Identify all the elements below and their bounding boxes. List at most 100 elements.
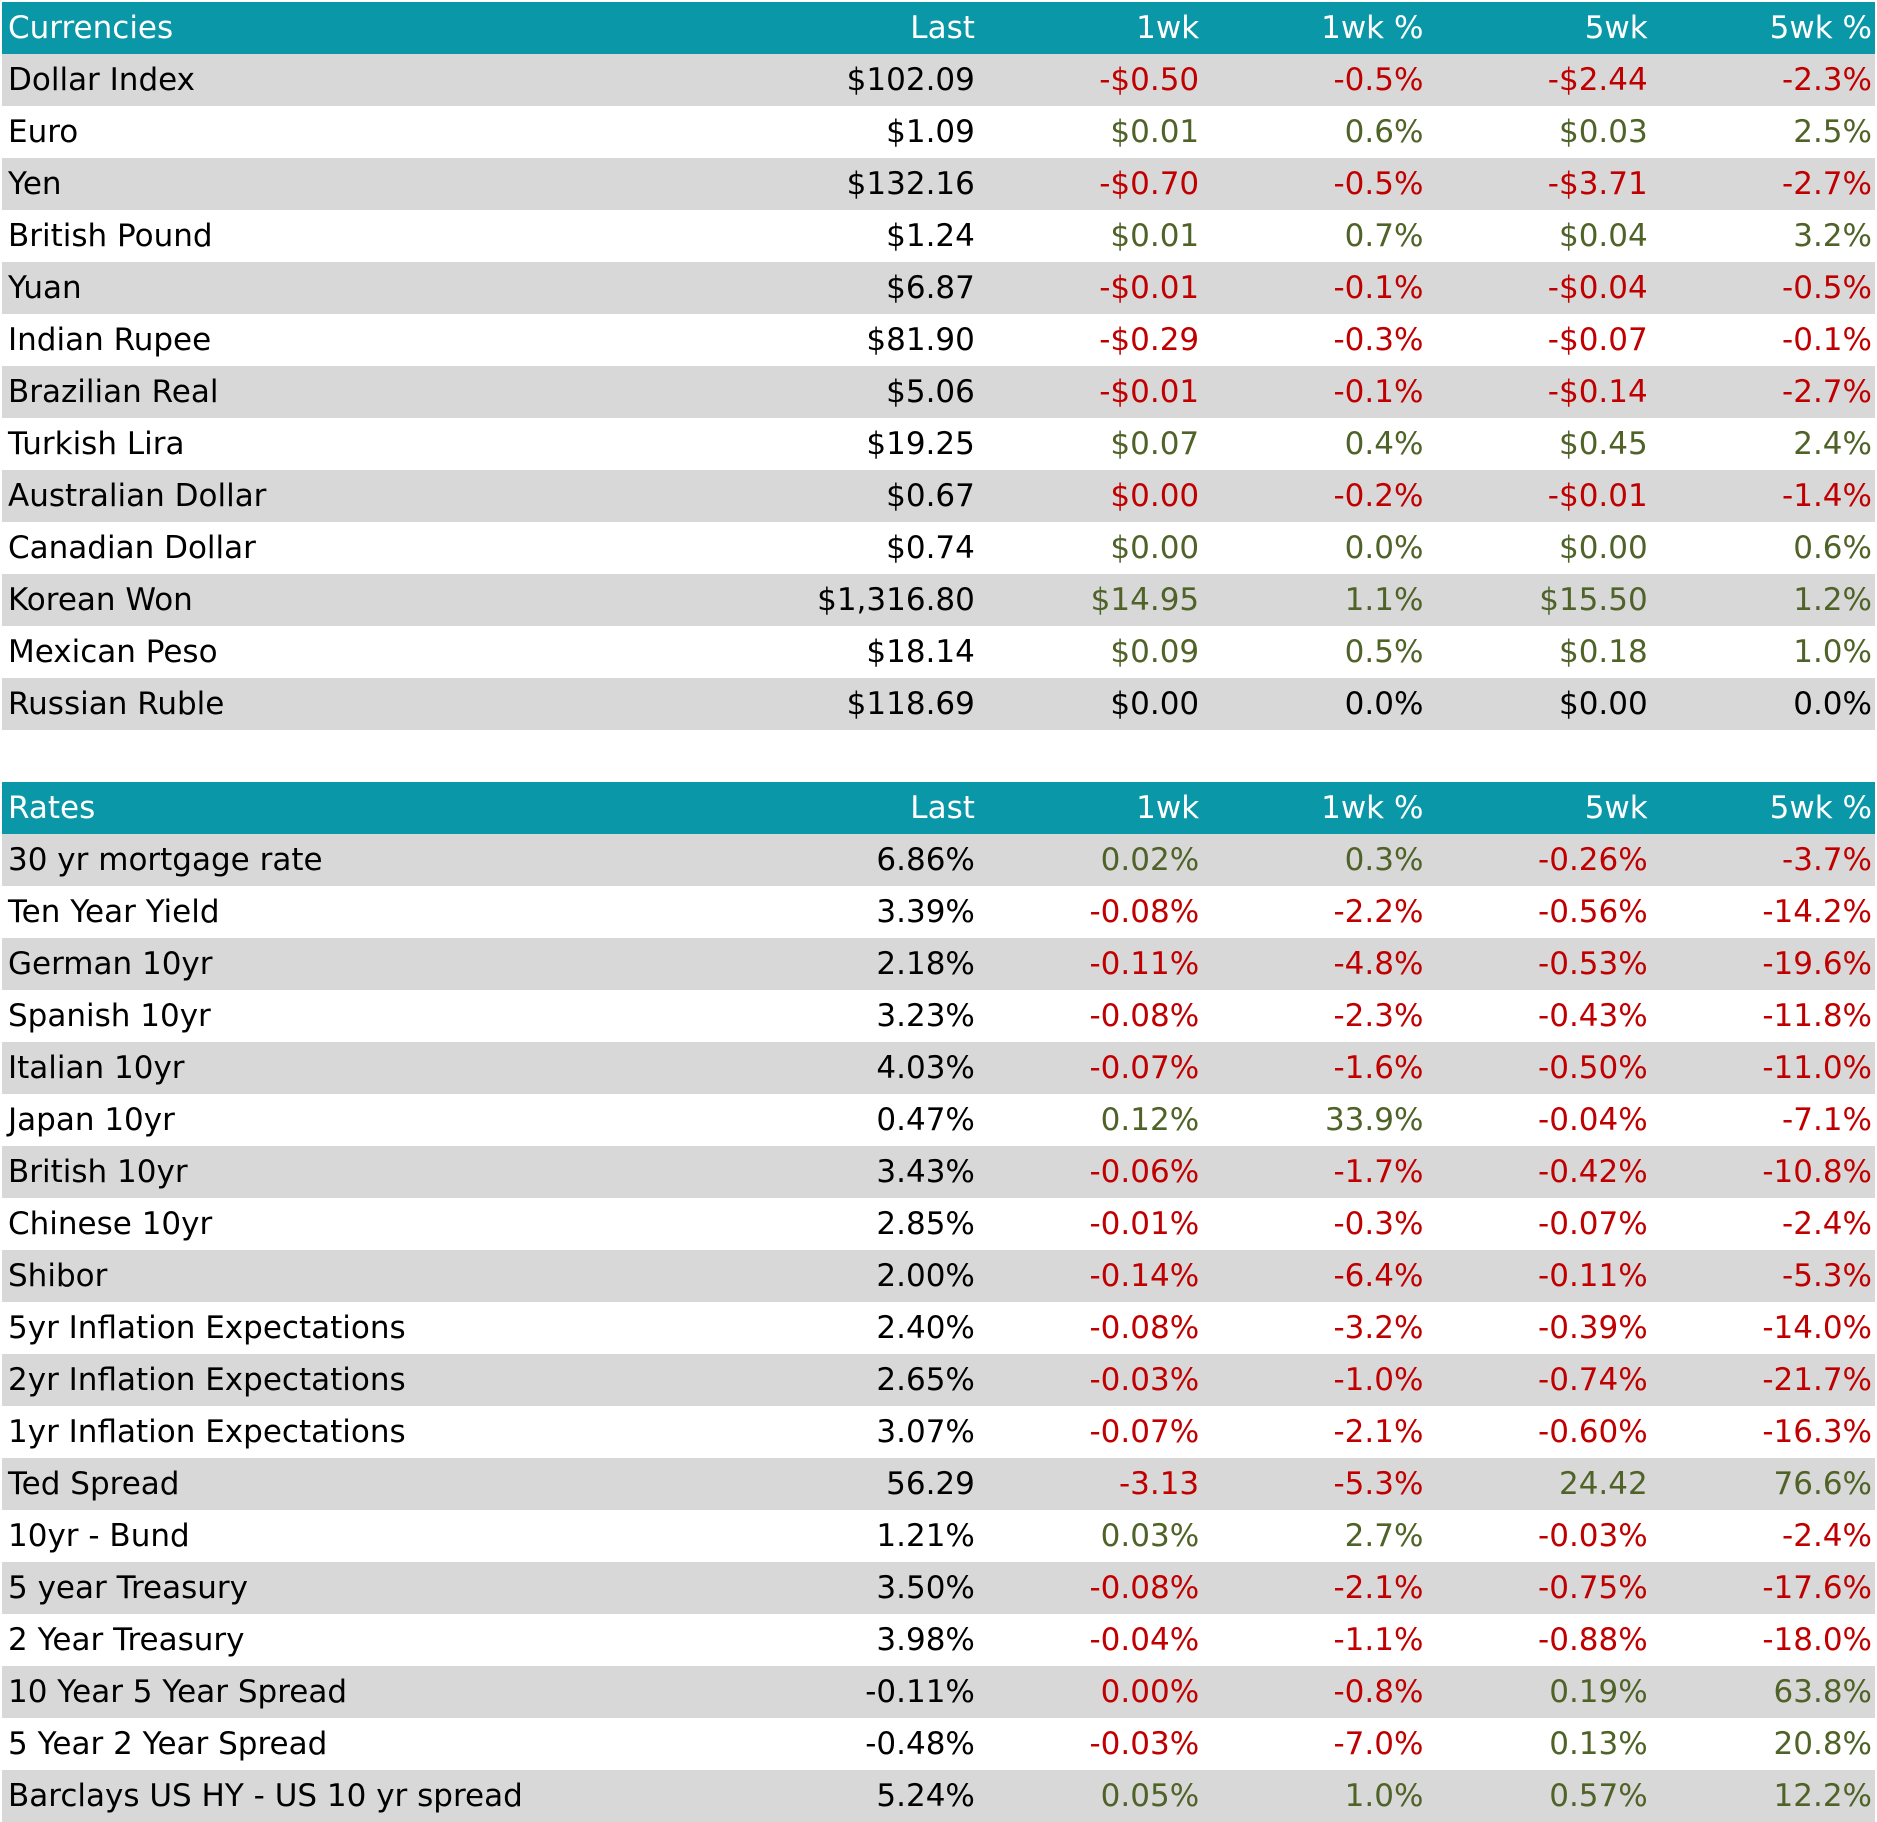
cell-last: 3.98%	[876, 1622, 975, 1658]
table-row: Ted Spread 56.29 -3.13 -5.3% 24.42 76.6%	[2, 1458, 1875, 1510]
cell-1wk-pct: -1.0%	[1333, 1362, 1424, 1398]
cell-5wk-pct: -14.0%	[1762, 1310, 1872, 1346]
cell-1wk: -0.04%	[1089, 1622, 1200, 1658]
rates-table: Rates Last 1wk 1wk % 5wk 5wk % 30 yr mor…	[2, 782, 1875, 1822]
cell-5wk: -0.88%	[1538, 1622, 1648, 1658]
cell-5wk: -0.53%	[1538, 946, 1648, 982]
cell-5wk: -0.50%	[1538, 1050, 1648, 1086]
cell-name: Chinese 10yr	[8, 1206, 213, 1242]
cell-last: $132.16	[846, 166, 975, 202]
cell-last: $118.69	[846, 686, 975, 722]
cell-5wk: $15.50	[1539, 582, 1648, 618]
cell-5wk-pct: 1.2%	[1793, 582, 1872, 618]
header-5wk-pct: 5wk %	[1769, 790, 1872, 826]
cell-5wk-pct: -2.4%	[1782, 1518, 1872, 1554]
table-row: Mexican Peso $18.14 $0.09 0.5% $0.18 1.0%	[2, 626, 1875, 678]
cell-5wk-pct: 2.4%	[1793, 426, 1872, 462]
cell-1wk: $0.01	[1110, 218, 1200, 254]
cell-1wk-pct: 1.1%	[1344, 582, 1424, 618]
table-row: Italian 10yr 4.03% -0.07% -1.6% -0.50% -11.0%	[2, 1042, 1875, 1094]
cell-1wk-pct: -5.3%	[1333, 1466, 1424, 1502]
cell-5wk-pct: -0.1%	[1782, 322, 1872, 358]
table-row: Chinese 10yr 2.85% -0.01% -0.3% -0.07% -2.4%	[2, 1198, 1875, 1250]
cell-1wk-pct: -1.7%	[1333, 1154, 1424, 1190]
cell-last: -0.48%	[865, 1726, 975, 1762]
cell-1wk: 0.03%	[1100, 1518, 1200, 1554]
cell-5wk: 0.13%	[1549, 1726, 1648, 1762]
cell-last: 3.23%	[876, 998, 975, 1034]
cell-name: Barclays US HY - US 10 yr spread	[8, 1778, 523, 1814]
cell-1wk: $0.00	[1110, 478, 1200, 514]
table-row: Yuan $6.87 -$0.01 -0.1% -$0.04 -0.5%	[2, 262, 1875, 314]
cell-last: $5.06	[886, 374, 975, 410]
cell-1wk: $0.09	[1110, 634, 1200, 670]
cell-5wk-pct: 63.8%	[1773, 1674, 1872, 1710]
table-row: Indian Rupee $81.90 -$0.29 -0.3% -$0.07 -0.1%	[2, 314, 1875, 366]
cell-name: Indian Rupee	[8, 322, 212, 358]
cell-5wk: -0.07%	[1538, 1206, 1648, 1242]
cell-1wk: -$0.01	[1099, 270, 1200, 306]
cell-last: $102.09	[846, 62, 975, 98]
cell-name: German 10yr	[8, 946, 213, 982]
cell-last: 3.43%	[876, 1154, 975, 1190]
cell-name: Japan 10yr	[8, 1102, 175, 1138]
cell-1wk-pct: 0.3%	[1344, 842, 1424, 878]
header-1wk-pct: 1wk %	[1321, 10, 1424, 46]
cell-1wk-pct: 33.9%	[1324, 1102, 1424, 1138]
cell-5wk-pct: -10.8%	[1762, 1154, 1872, 1190]
cell-5wk-pct: -0.5%	[1782, 270, 1872, 306]
cell-5wk: $0.03	[1558, 114, 1648, 150]
cell-last: $0.67	[886, 478, 975, 514]
rates-body: 30 yr mortgage rate 6.86% 0.02% 0.3% -0.26% -…	[2, 834, 1875, 1822]
cell-last: $1.09	[886, 114, 975, 150]
cell-5wk: $0.18	[1558, 634, 1648, 670]
cell-5wk: -$0.01	[1547, 478, 1648, 514]
cell-1wk: -$0.70	[1099, 166, 1200, 202]
cell-5wk: -$3.71	[1547, 166, 1648, 202]
cell-5wk-pct: 2.5%	[1793, 114, 1872, 150]
table-row: 10 Year 5 Year Spread -0.11% 0.00% -0.8% 0.1…	[2, 1666, 1875, 1718]
cell-1wk: $0.00	[1110, 530, 1200, 566]
cell-5wk-pct: -19.6%	[1762, 946, 1872, 982]
cell-1wk: -0.01%	[1089, 1206, 1200, 1242]
cell-name: Shibor	[8, 1258, 108, 1294]
cell-5wk: -0.03%	[1538, 1518, 1648, 1554]
table-row: Dollar Index $102.09 -$0.50 -0.5% -$2.44 -2.3…	[2, 54, 1875, 106]
cell-1wk-pct: -0.1%	[1333, 270, 1424, 306]
cell-5wk: $0.00	[1558, 530, 1648, 566]
cell-5wk: -0.11%	[1538, 1258, 1648, 1294]
cell-1wk-pct: -0.3%	[1333, 1206, 1424, 1242]
table-row: Russian Ruble $118.69 $0.00 0.0% $0.00 0.0%	[2, 678, 1875, 730]
cell-1wk: -$0.29	[1099, 322, 1200, 358]
cell-1wk: $14.95	[1090, 582, 1200, 618]
cell-5wk-pct: 20.8%	[1773, 1726, 1872, 1762]
cell-last: 0.47%	[876, 1102, 975, 1138]
cell-last: 56.29	[886, 1466, 975, 1502]
cell-1wk: -0.11%	[1089, 946, 1200, 982]
cell-1wk: -3.13	[1118, 1466, 1200, 1502]
cell-5wk: -0.04%	[1538, 1102, 1648, 1138]
cell-last: 1.21%	[876, 1518, 975, 1554]
cell-1wk: 0.12%	[1100, 1102, 1200, 1138]
header-1wk-pct: 1wk %	[1321, 790, 1424, 826]
cell-last: 2.65%	[876, 1362, 975, 1398]
table-row: 1yr Inflation Expectations 3.07% -0.07% -2.…	[2, 1406, 1875, 1458]
table-row: 2 Year Treasury 3.98% -0.04% -1.1% -0.88% -18…	[2, 1614, 1875, 1666]
cell-5wk: -0.42%	[1538, 1154, 1648, 1190]
table-row: Korean Won $1,316.80 $14.95 1.1% $15.50 1.2%	[2, 574, 1875, 626]
cell-last: 2.18%	[876, 946, 975, 982]
cell-5wk-pct: -3.7%	[1782, 842, 1872, 878]
cell-name: British Pound	[8, 218, 213, 254]
cell-1wk-pct: -1.1%	[1333, 1622, 1424, 1658]
cell-1wk-pct: 0.0%	[1344, 530, 1424, 566]
cell-1wk-pct: -4.8%	[1333, 946, 1424, 982]
cell-last: $0.74	[886, 530, 975, 566]
cell-1wk: 0.05%	[1100, 1778, 1200, 1814]
table-row: Brazilian Real $5.06 -$0.01 -0.1% -$0.14 -2.7…	[2, 366, 1875, 418]
cell-name: Turkish Lira	[8, 426, 185, 462]
cell-last: 6.86%	[876, 842, 975, 878]
cell-name: Brazilian Real	[8, 374, 219, 410]
cell-name: 5 year Treasury	[8, 1570, 248, 1606]
cell-5wk-pct: 1.0%	[1793, 634, 1872, 670]
cell-5wk-pct: 0.6%	[1793, 530, 1872, 566]
